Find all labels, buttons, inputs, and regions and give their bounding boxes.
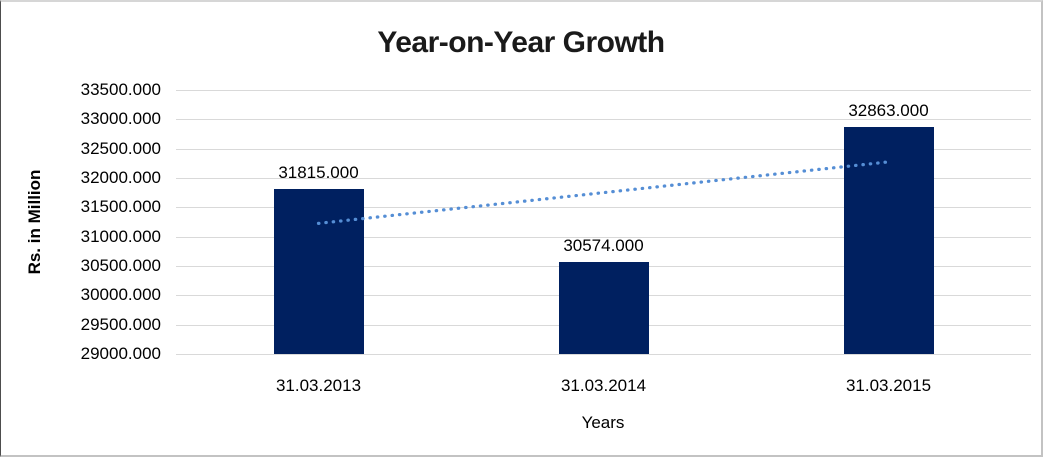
bar-31.03.2013: [273, 188, 364, 354]
y-tick-label: 32000.000: [80, 168, 161, 187]
x-tick-label: 31.03.2014: [560, 376, 647, 395]
bar-value-label: 32863.000: [848, 101, 929, 121]
gridline: [176, 178, 1031, 179]
y-tick-label: 30500.000: [80, 256, 161, 275]
y-tick-label: 29500.000: [80, 314, 161, 334]
bar-31.03.2015: [843, 127, 934, 354]
gridline: [176, 119, 1031, 121]
trendline-layer: [316, 160, 891, 225]
plot-area: 31815.000 30574.000 32863.000: [176, 90, 1031, 355]
bar-31.03.2014: [558, 261, 649, 354]
y-tick-label: 31000.000: [80, 226, 161, 246]
trendline: [316, 160, 891, 225]
y-tick-label: 30000.000: [80, 285, 161, 305]
bar-value-label: 31815.000: [278, 162, 359, 182]
bar-value-label: 30574.000: [563, 235, 644, 255]
gridline: [176, 354, 1031, 355]
gridline: [176, 236, 1031, 238]
y-tick-label: 33000.000: [80, 109, 161, 129]
y-axis-tick-labels: 33500.000 33000.000 32500.000 32000.000 3150…: [1, 80, 161, 363]
y-tick-label: 32500.000: [80, 138, 161, 158]
gridline: [176, 90, 1031, 91]
x-axis-title: Years: [581, 413, 625, 432]
y-tick-label: 29000.000: [80, 344, 161, 363]
gridline: [176, 148, 1031, 150]
y-tick-label: 31500.000: [80, 197, 161, 217]
x-tick-label: 31.03.2015: [845, 376, 932, 395]
y-tick-label: 33500.000: [80, 80, 161, 99]
chart-title: Year-on-Year Growth: [377, 26, 665, 59]
x-tick-label: 31.03.2013: [275, 376, 362, 395]
gridline: [176, 207, 1031, 209]
